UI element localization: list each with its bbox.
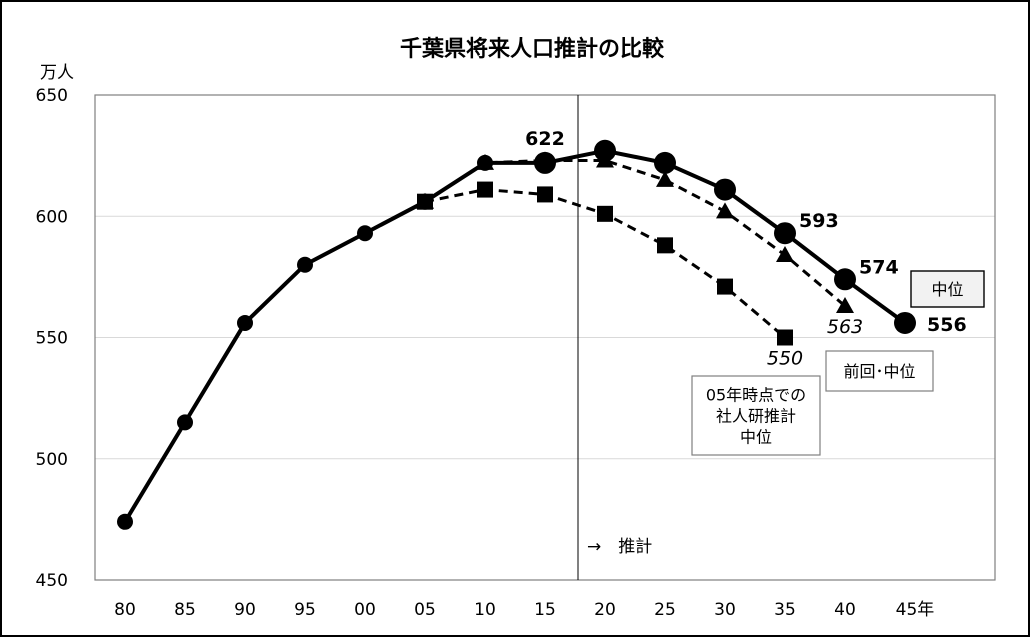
marker-square [777,329,793,346]
data-labels: 622 593 574 556 563 550 [525,128,967,370]
x-tick-label: 05 [414,600,436,620]
legend-text: 05年時点での [706,386,806,405]
marker-circle [894,311,916,334]
marker-triangle [836,296,854,313]
x-tick-label: 25 [654,600,676,620]
x-tick-label: 10 [474,600,496,620]
x-tick-label: 45年 [896,600,935,620]
series-line-0 [123,148,907,523]
marker-circle [417,193,433,210]
marker-circle [177,414,193,431]
x-tick-label: 30 [714,600,736,620]
marker-circle [357,225,373,242]
x-axis-ticks: 80 85 90 95 00 05 10 15 20 25 30 35 40 45年 [114,600,934,620]
marker-square [657,237,673,254]
chart-title: 千葉県将来人口推計の比較 [400,36,665,62]
legend-box-2 [691,375,821,456]
legend-box-1 [825,350,934,392]
marker-square [597,205,613,222]
x-tick-label: 20 [594,600,616,620]
legend-text: 中位 [740,428,772,447]
marker-circle [534,151,556,174]
marker-triangle [716,202,734,219]
x-tick-label: 00 [354,600,376,620]
marker-circle [297,256,313,273]
marker-circle [477,154,493,171]
data-label: 550 [767,348,803,370]
data-label: 574 [859,256,899,278]
x-tick-label: 85 [174,600,196,620]
x-tick-label: 90 [234,600,256,620]
legend-box-0 [910,270,985,308]
y-tick-label: 450 [36,571,68,591]
x-tick-label: 40 [834,600,856,620]
y-tick-label: 550 [36,329,68,349]
y-tick-label: 650 [36,86,68,106]
legend-text: 前回･中位 [843,362,915,381]
data-label: 563 [827,316,863,338]
x-tick-label: 80 [114,600,136,620]
marker-circle [714,178,736,201]
y-axis-unit-label: 万人 [40,63,74,83]
plot-area-border [94,94,996,581]
marker-circle [834,268,856,291]
marker-triangle [656,170,674,187]
data-label: 556 [927,314,967,336]
x-tick-label: 15 [534,600,556,620]
marker-circle [237,314,253,331]
y-tick-label: 600 [36,207,68,227]
marker-circle [594,139,616,162]
marker-square [717,278,733,295]
data-label: 593 [799,210,839,232]
marker-square [477,181,493,198]
forecast-divider: → 推計 [577,95,652,580]
marker-circle [117,513,133,530]
grid-lines [95,215,995,460]
marker-circle [654,151,676,174]
forecast-divider-label: → 推計 [587,537,652,557]
marker-circle [774,222,796,245]
x-tick-label: 95 [294,600,316,620]
legend-text: 社人研推計 [716,407,796,426]
y-tick-label: 500 [36,450,68,470]
marker-triangle [776,246,794,263]
data-label: 622 [525,128,565,150]
series-lines [117,139,916,530]
x-tick-label: 35 [774,600,796,620]
legend-text: 中位 [931,280,963,299]
marker-square [537,186,553,203]
y-axis-ticks: 450 500 550 600 650 [36,86,68,591]
